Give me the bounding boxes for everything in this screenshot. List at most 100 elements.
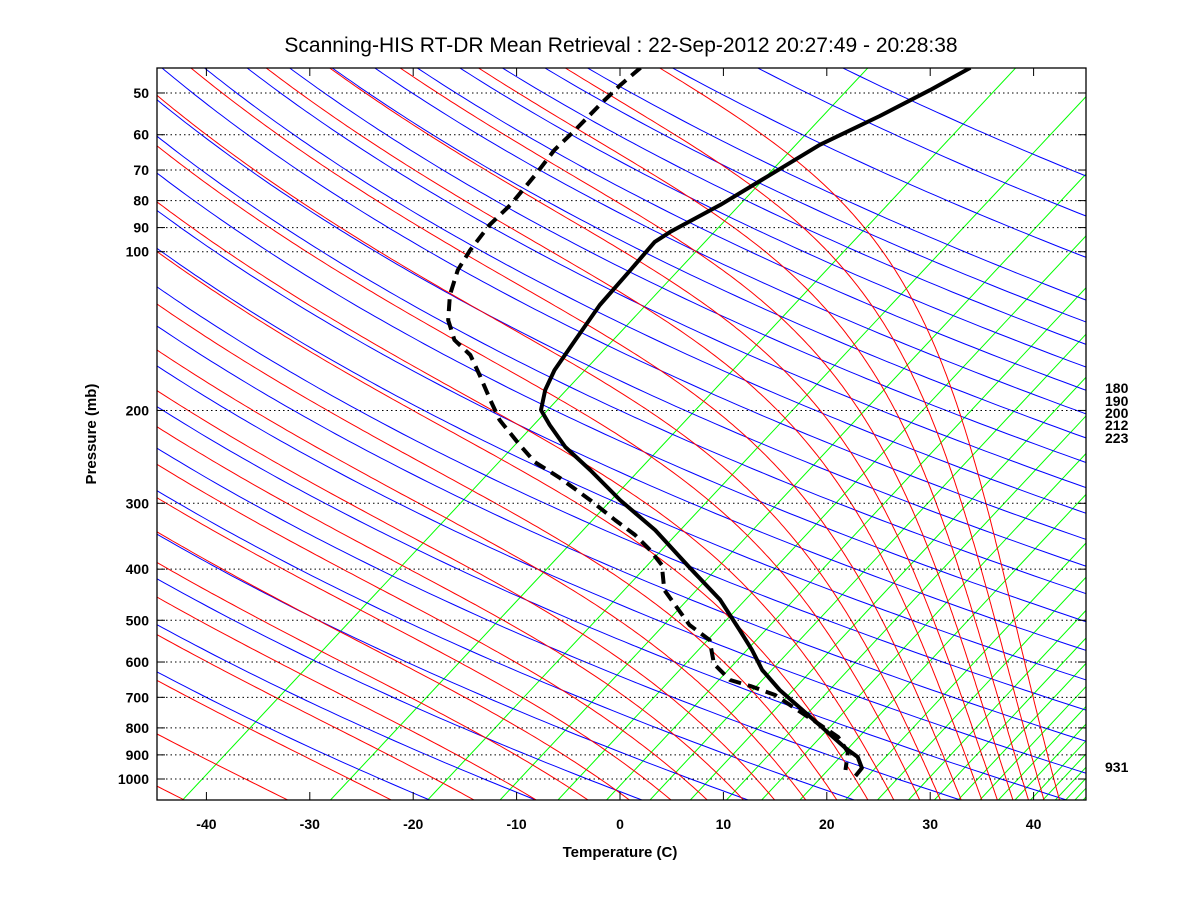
y-tick-label: 600 <box>126 654 150 670</box>
y-tick-label: 500 <box>126 612 150 628</box>
dry-adiabat-line <box>671 68 1086 258</box>
isotherm-line <box>845 542 1086 800</box>
dry-adiabat-line <box>246 68 1086 489</box>
dry-adiabat-line <box>161 68 1086 540</box>
y-tick-label: 70 <box>133 162 149 178</box>
isotherm-line <box>557 235 1086 800</box>
dry-adiabat-line <box>157 671 432 800</box>
axis-ticks <box>157 68 1086 800</box>
moist-adiabat-line <box>157 596 538 800</box>
moist-adiabat-line <box>157 303 838 800</box>
dry-adiabat-line <box>288 68 1086 464</box>
x-tick-label: 30 <box>922 816 938 832</box>
y-tick-label: 800 <box>126 720 150 736</box>
dry-adiabat-line <box>157 325 1086 742</box>
isotherm-line <box>957 662 1086 800</box>
moist-adiabat-line <box>157 145 921 800</box>
moist-adiabat-line <box>157 251 869 800</box>
y-tick-label: 80 <box>133 193 149 209</box>
isotherm-line <box>182 68 869 800</box>
moist-adiabat-line <box>157 426 745 800</box>
moist-adiabat-line <box>157 463 709 800</box>
x-tick-label: -10 <box>506 816 526 832</box>
x-tick-label: -40 <box>196 816 216 832</box>
right-level-label: 190 <box>1105 393 1129 409</box>
y-tick-labels: 50 60 70 80 90 100 200 300 400 500 600 700 800 900 100… <box>118 85 149 787</box>
y-tick-label: 50 <box>133 85 149 101</box>
dry-adiabat-line <box>544 68 1086 323</box>
moist-adiabat-line <box>157 531 631 800</box>
isotherm-line <box>799 493 1086 800</box>
dry-adiabat-line <box>157 490 856 800</box>
isotherm-line <box>606 287 1086 800</box>
y-tick-label: 100 <box>126 244 150 260</box>
y-tick-label: 400 <box>126 561 150 577</box>
dry-adiabat-line <box>841 68 1086 177</box>
dry-adiabat-line <box>157 578 644 800</box>
y-tick-label: 700 <box>126 689 150 705</box>
right-level-label: 180 <box>1105 380 1129 396</box>
dry-adiabat-line <box>157 406 1069 800</box>
moist-adiabat-line <box>157 390 776 800</box>
right-level-label: 200 <box>1105 405 1129 421</box>
moist-adiabat-line <box>157 349 807 800</box>
temperature-profile-line <box>539 68 972 778</box>
isotherm-line <box>499 173 1086 800</box>
isotherm-line <box>726 415 1086 800</box>
moist-adiabat-line <box>157 634 476 800</box>
dry-adiabat-line <box>157 447 963 800</box>
moist-adiabat-line <box>658 68 1061 800</box>
dry-adiabat-line <box>501 68 1086 345</box>
dry-adiabat-line <box>157 286 1086 711</box>
dry-adiabat-line <box>157 624 538 800</box>
right-level-label: 212 <box>1105 417 1129 433</box>
dry-adiabat-line <box>458 68 1086 368</box>
right-level-label: 223 <box>1105 430 1129 446</box>
isotherm-line <box>330 68 1017 800</box>
moist-adiabat-line <box>157 94 941 800</box>
dry-adiabat-line <box>331 68 1086 439</box>
dewpoint-profile-line <box>446 68 850 771</box>
x-tick-label: -20 <box>403 816 423 832</box>
dry-adiabat-line <box>157 247 1086 681</box>
right-level-label: 931 <box>1105 759 1129 775</box>
dry-adiabat-line <box>157 172 1086 623</box>
isotherm-line <box>761 452 1086 800</box>
dry-adiabat-line <box>157 365 1086 774</box>
x-tick-label: 10 <box>716 816 732 832</box>
dry-adiabat-line <box>157 533 750 800</box>
moist-adiabat-line <box>157 497 672 800</box>
moist-adiabat-line <box>328 68 998 800</box>
isotherm-line <box>933 637 1086 800</box>
y-tick-label: 1000 <box>118 771 149 787</box>
dry-adiabat-line <box>756 68 1086 217</box>
y-tick-label: 90 <box>133 220 149 236</box>
dry-adiabat-line <box>157 99 1086 567</box>
dry-adiabat-line <box>157 135 1086 595</box>
x-tick-label: 40 <box>1026 816 1042 832</box>
y-tick-label: 60 <box>133 127 149 143</box>
y-axis-label: Pressure (mb) <box>83 384 100 485</box>
chart-title: Scanning-HIS RT-DR Mean Retrieval : 22-S… <box>284 34 957 57</box>
profiles <box>446 68 972 778</box>
x-tick-label: 0 <box>616 816 624 832</box>
dry-adiabat-line <box>416 68 1086 391</box>
moist-adiabat-line <box>157 201 895 800</box>
y-tick-label: 900 <box>126 747 150 763</box>
dry-adiabat-line <box>203 68 1086 514</box>
plot-frame <box>156 67 1087 801</box>
x-tick-label: -30 <box>300 816 320 832</box>
moist-adiabat-line <box>157 561 589 800</box>
moist-adiabat-line <box>477 68 1029 800</box>
x-axis-label: Temperature (C) <box>563 844 678 861</box>
y-tick-label: 300 <box>126 495 150 511</box>
isotherm-line <box>427 95 1086 800</box>
isotherm-line <box>908 609 1086 800</box>
x-tick-label: 20 <box>819 816 835 832</box>
isotherm-line <box>649 333 1086 800</box>
y-tick-label: 200 <box>126 402 150 418</box>
x-tick-labels: -40 -30 -20 -10 0 10 20 30 40 <box>196 816 1041 832</box>
